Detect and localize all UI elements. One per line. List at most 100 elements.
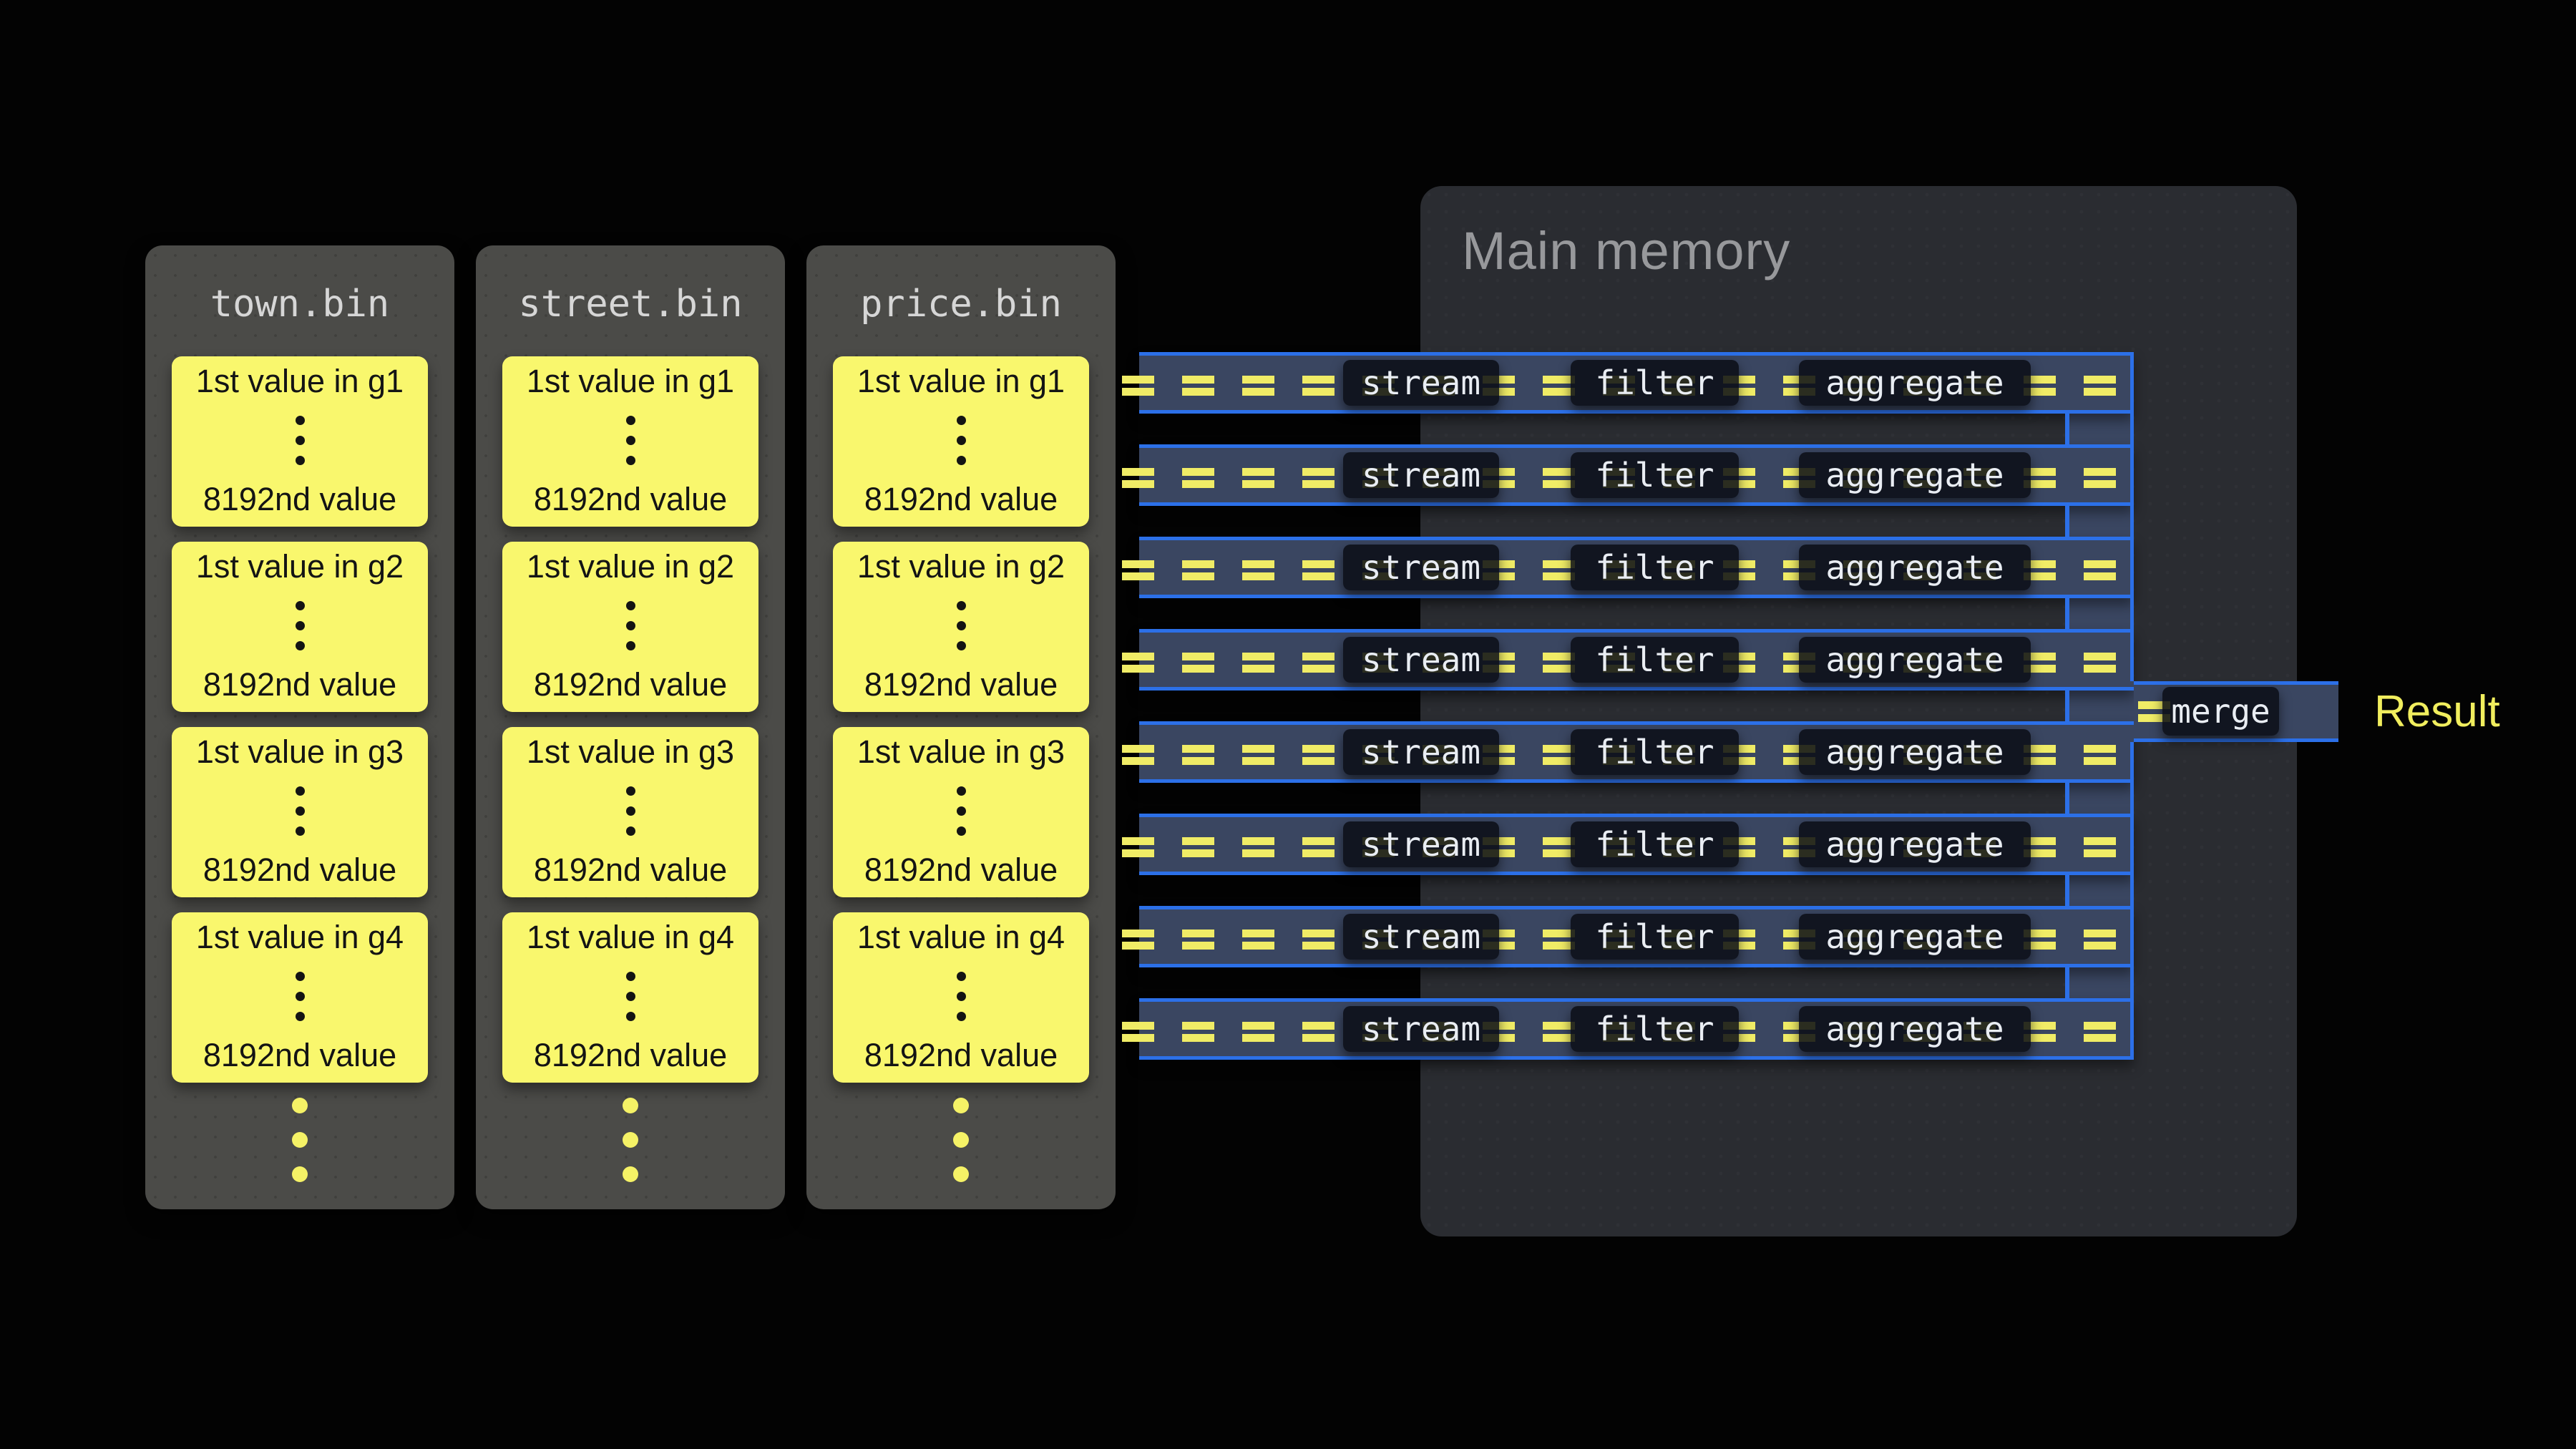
column-ellipsis-dot-icon: [623, 1166, 638, 1182]
ellipsis-dots-icon: [625, 971, 635, 1021]
aggregate-label: aggregate: [1825, 640, 2004, 679]
lane-gap-right-border: [2065, 872, 2069, 909]
dot-icon: [295, 600, 305, 610]
filter-label: filter: [1595, 456, 1714, 494]
granule-block: 1st value in g3 8192nd value: [172, 727, 428, 897]
granule-block: 1st value in g4 8192nd value: [502, 912, 758, 1083]
ellipsis-dots-icon: [625, 600, 635, 650]
dot-icon: [295, 786, 305, 796]
main-memory-title: Main memory: [1462, 221, 1791, 280]
dot-icon: [295, 1011, 305, 1021]
file-column-street.bin: street.bin 1st value in g1 8192nd value 1st…: [476, 245, 785, 1209]
aggregate-stage-box: aggregate: [1799, 914, 2031, 960]
filter-stage-box: filter: [1571, 452, 1739, 498]
filter-label: filter: [1595, 733, 1714, 771]
filter-label: filter: [1595, 825, 1714, 864]
filter-stage-box: filter: [1571, 1006, 1739, 1052]
dot-icon: [956, 435, 966, 445]
column-ellipsis-dot-icon: [292, 1098, 308, 1113]
filter-stage-box: filter: [1571, 821, 1739, 867]
filter-stage-box: filter: [1571, 914, 1739, 960]
dot-icon: [956, 826, 966, 836]
ellipsis-dots-icon: [956, 600, 966, 650]
filter-label: filter: [1595, 364, 1714, 402]
stream-stage-box: stream: [1343, 914, 1499, 960]
pipeline-lane-region: stream filter aggregate stream filter aggrega…: [1122, 352, 2134, 1060]
dot-icon: [625, 826, 635, 836]
stream-label: stream: [1361, 1010, 1481, 1048]
granule-first-value: 1st value in g2: [526, 548, 735, 585]
filter-label: filter: [1595, 548, 1714, 587]
lane-gap-right-border: [2065, 502, 2069, 540]
stream-label: stream: [1361, 364, 1481, 402]
lane-gap-right-border: [2065, 687, 2069, 725]
pipeline-lane-8: stream filter aggregate: [1122, 998, 2134, 1060]
granule-first-value: 1st value in g3: [526, 733, 735, 770]
filter-stage-box: filter: [1571, 729, 1739, 775]
aggregate-stage-box: aggregate: [1799, 637, 2031, 683]
dot-icon: [625, 600, 635, 610]
result-label: Result: [2374, 687, 2500, 736]
dot-icon: [295, 826, 305, 836]
lane-region-right-border: [2130, 352, 2134, 681]
granule-last-value: 8192nd value: [203, 665, 397, 703]
granule-block: 1st value in g2 8192nd value: [502, 542, 758, 712]
granule-first-value: 1st value in g2: [857, 548, 1065, 585]
aggregate-label: aggregate: [1825, 1010, 2004, 1048]
dot-icon: [956, 600, 966, 610]
filter-label: filter: [1595, 1010, 1714, 1048]
ellipsis-dots-icon: [956, 415, 966, 465]
file-column-town.bin: town.bin 1st value in g1 8192nd value 1st v…: [145, 245, 454, 1209]
ellipsis-dots-icon: [625, 786, 635, 836]
stream-label: stream: [1361, 825, 1481, 864]
granule-first-value: 1st value in g3: [195, 733, 404, 770]
granule-last-value: 8192nd value: [203, 851, 397, 888]
dot-icon: [625, 971, 635, 981]
granule-last-value: 8192nd value: [533, 851, 728, 888]
granule-last-value: 8192nd value: [533, 480, 728, 517]
pipeline-lane-1: stream filter aggregate: [1122, 352, 2134, 414]
granule-last-value: 8192nd value: [864, 851, 1058, 888]
granule-block: 1st value in g3 8192nd value: [502, 727, 758, 897]
stream-stage-box: stream: [1343, 452, 1499, 498]
file-column-title: street.bin: [518, 283, 743, 326]
granule-first-value: 1st value in g1: [857, 363, 1065, 399]
column-ellipsis-dot-icon: [953, 1166, 969, 1182]
file-column-title: town.bin: [210, 283, 390, 326]
granule-block: 1st value in g1 8192nd value: [833, 356, 1089, 527]
filter-stage-box: filter: [1571, 545, 1739, 590]
filter-label: filter: [1595, 917, 1714, 956]
dot-icon: [295, 415, 305, 425]
granule-block: 1st value in g4 8192nd value: [172, 912, 428, 1083]
merge-label: merge: [2171, 692, 2270, 731]
dot-icon: [295, 971, 305, 981]
dot-icon: [625, 786, 635, 796]
aggregate-label: aggregate: [1825, 364, 2004, 402]
granule-last-value: 8192nd value: [864, 480, 1058, 517]
dot-icon: [956, 620, 966, 630]
granule-block: 1st value in g1 8192nd value: [172, 356, 428, 527]
granule-last-value: 8192nd value: [864, 665, 1058, 703]
stream-label: stream: [1361, 548, 1481, 587]
dot-icon: [625, 620, 635, 630]
pipeline-lane-2: stream filter aggregate: [1122, 444, 2134, 506]
granule-block: 1st value in g4 8192nd value: [833, 912, 1089, 1083]
pipeline-lane-7: stream filter aggregate: [1122, 906, 2134, 967]
aggregate-label: aggregate: [1825, 456, 2004, 494]
dot-icon: [625, 1011, 635, 1021]
lane-gap-right-border: [2065, 410, 2069, 448]
lane-region-right-border: [2130, 742, 2134, 1060]
column-ellipsis-dot-icon: [953, 1132, 969, 1148]
granule-last-value: 8192nd value: [533, 665, 728, 703]
dot-icon: [625, 640, 635, 650]
dot-icon: [956, 1011, 966, 1021]
granule-block: 1st value in g2 8192nd value: [833, 542, 1089, 712]
dot-icon: [295, 806, 305, 816]
aggregate-label: aggregate: [1825, 733, 2004, 771]
dot-icon: [625, 435, 635, 445]
lane-gap-right-border: [2065, 779, 2069, 817]
aggregate-label: aggregate: [1825, 917, 2004, 956]
ellipsis-dots-icon: [956, 786, 966, 836]
stream-label: stream: [1361, 640, 1481, 679]
